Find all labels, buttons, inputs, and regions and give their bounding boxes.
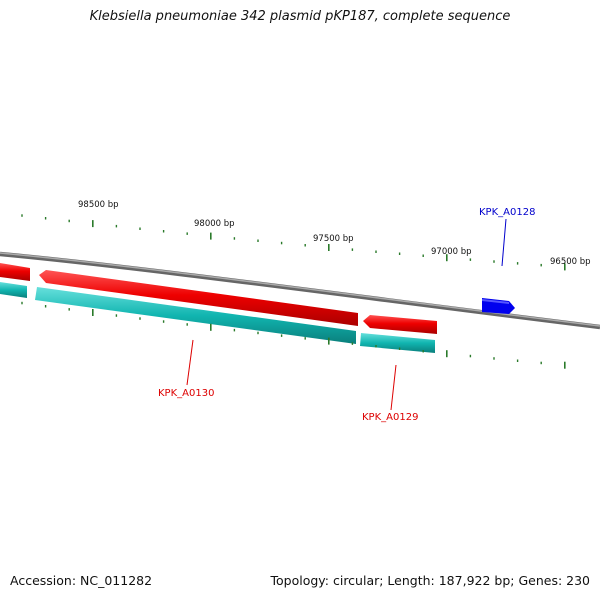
map-title: Klebsiella pneumoniae 342 plasmid pKP187…	[89, 9, 511, 24]
cds-block-kpk-a0129	[360, 333, 435, 353]
gene-label-kpk-a0130[interactable]: KPK_A0130	[158, 388, 214, 399]
gene-label-kpk-a0128[interactable]: KPK_A0128	[479, 207, 535, 218]
scale-label-97000: 97000 bp	[431, 247, 472, 257]
gene-arrow-left-partial[interactable]	[0, 263, 30, 281]
gene-arrow-kpk-a0130[interactable]	[39, 270, 358, 326]
leader-line-kpk-a0130	[186, 339, 194, 386]
topology-text: Topology: circular; Length: 187,922 bp; …	[270, 573, 591, 588]
cds-block-kpk-a0130	[35, 287, 356, 344]
scale-label-98500: 98500 bp	[78, 200, 119, 210]
cds-block-left-partial	[0, 282, 27, 298]
leader-line-kpk-a0128	[501, 218, 507, 267]
scale-label-98000: 98000 bp	[194, 219, 235, 229]
scale-label-97500: 97500 bp	[313, 234, 354, 244]
leader-line-kpk-a0129	[390, 364, 397, 411]
outer-scale-ticks	[21, 214, 566, 271]
gene-label-kpk-a0129[interactable]: KPK_A0129	[362, 412, 418, 423]
inner-scale-ticks	[21, 301, 566, 369]
scale-label-96500: 96500 bp	[550, 257, 591, 267]
plasmid-backbone	[0, 251, 600, 330]
accession-text: Accession: NC_011282	[10, 573, 153, 588]
gene-arrow-kpk-a0129[interactable]	[363, 315, 437, 334]
